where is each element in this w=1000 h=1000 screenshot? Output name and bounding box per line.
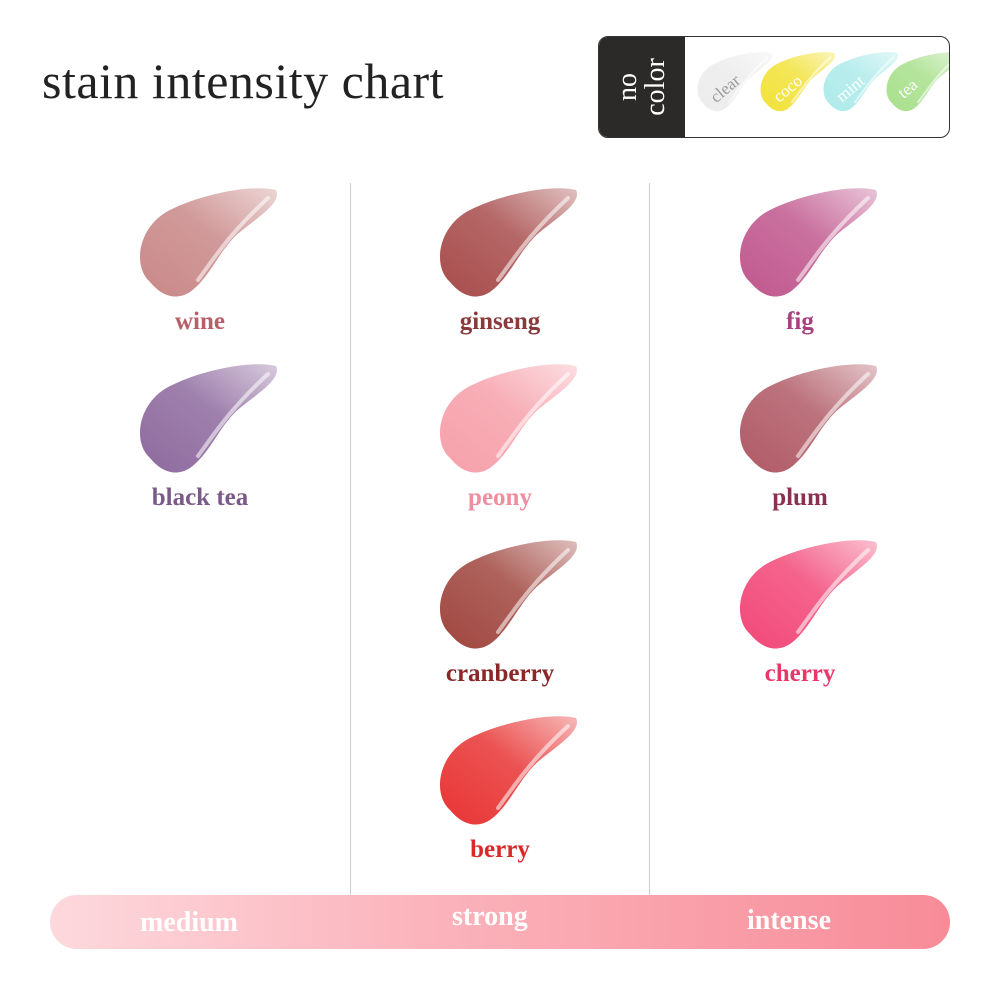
shade-fig: fig: [650, 180, 950, 355]
swatch-shape: [439, 716, 578, 825]
shade-label: cranberry: [445, 660, 555, 687]
no-color-label-box: no color: [599, 37, 685, 137]
shade-label: cherry: [764, 660, 836, 687]
column-divider: [350, 183, 351, 895]
shade-berry: berry: [350, 708, 650, 883]
scale-label-medium: medium: [140, 907, 238, 938]
swatch-shape: [823, 52, 899, 112]
no-color-legend: no color clear coco mint tea: [598, 36, 950, 138]
shade-ginseng: ginseng: [350, 180, 650, 355]
swatch-shape: [139, 364, 278, 473]
swatch-shape: [739, 540, 878, 649]
shade-label: peony: [468, 484, 532, 511]
scale-label-intense: intense: [747, 905, 831, 936]
no-color-swatch-coco: coco: [754, 47, 839, 127]
swatch-shape: [439, 540, 578, 649]
shade-plum: plum: [650, 356, 950, 531]
swatch-shape: [139, 188, 278, 297]
scale-label-strong: strong: [452, 901, 528, 932]
no-color-swatch-tea: tea: [880, 47, 949, 127]
swatch-shape: [886, 52, 949, 112]
shade-black-tea: black tea: [50, 356, 350, 531]
shade-cranberry: cranberry: [350, 532, 650, 707]
swatch-shape: [439, 364, 578, 473]
shade-label: fig: [786, 308, 814, 335]
no-color-swatch-clear: clear: [691, 47, 776, 127]
swatch-shape: [697, 52, 773, 112]
shade-cherry: cherry: [650, 532, 950, 707]
shade-label: wine: [175, 308, 225, 335]
shade-peony: peony: [350, 356, 650, 531]
intensity-scale-bar: medium strong intense: [50, 895, 950, 949]
column-divider: [649, 183, 650, 895]
swatch-shape: [739, 364, 878, 473]
shade-label: plum: [772, 484, 828, 511]
swatch-shape: [739, 188, 878, 297]
shade-wine: wine: [50, 180, 350, 355]
no-color-label: no color: [612, 58, 671, 116]
shade-label: black tea: [151, 484, 249, 511]
no-color-swatch-mint: mint: [817, 47, 902, 127]
swatch-shape: [439, 188, 578, 297]
shade-label: ginseng: [459, 308, 541, 335]
swatch-shape: [760, 52, 836, 112]
shade-label: berry: [470, 836, 530, 863]
chart-title: stain intensity chart: [42, 53, 445, 109]
